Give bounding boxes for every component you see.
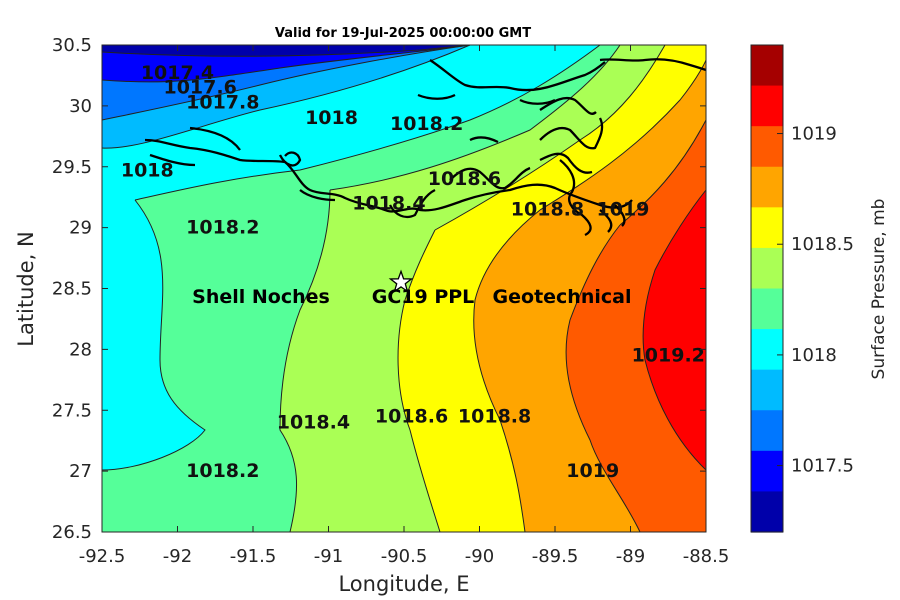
x-axis-ticks: -92.5 -92 -91.5 -91 -90.5 -90 -89.5 -89 -88.5 — [79, 45, 730, 567]
contour-label: 1018.2 — [186, 460, 259, 482]
colorbar-tick-label: 1018 — [791, 345, 837, 366]
colorbar-swatch — [751, 410, 783, 452]
contour-label: 1018.6 — [428, 168, 501, 190]
colorbar-ticks: 1019 1018.5 1018 1017.5 — [777, 124, 854, 477]
y-tick-label: 30 — [69, 96, 92, 117]
colorbar-swatch — [751, 369, 783, 411]
contour-label: 1018.2 — [390, 113, 463, 135]
site-label: Geotechnical — [493, 286, 632, 308]
x-tick-label: -90 — [465, 546, 494, 567]
y-tick-label: 28 — [69, 339, 92, 360]
x-tick-label: -89 — [616, 546, 645, 567]
contour-label: 1018.8 — [458, 405, 531, 427]
colorbar-swatch — [751, 288, 783, 330]
star-icon — [388, 269, 414, 293]
x-axis-label: Longitude, E — [338, 572, 469, 596]
colorbar-swatch — [751, 450, 783, 493]
colorbar-swatch — [751, 329, 783, 371]
contour-label: 1018.4 — [277, 412, 350, 434]
colorbar-swatch — [751, 247, 783, 290]
contour-label: 1019 — [597, 198, 650, 220]
y-tick-label: 29 — [69, 218, 92, 239]
colorbar-swatch — [751, 126, 783, 168]
contour-label: 1017.4 — [141, 62, 214, 84]
contour-label: 1018.8 — [511, 198, 584, 220]
x-tick-label: -91.5 — [230, 546, 277, 567]
figure-title: Valid for 19-Jul-2025 00:00:00 GMT — [275, 26, 531, 41]
x-tick-label: -89.5 — [532, 546, 579, 567]
colorbar — [751, 45, 783, 533]
colorbar-swatch — [751, 491, 783, 533]
colorbar-swatch — [751, 85, 783, 127]
y-axis-ticks: 30.5 30 29.5 29 28.5 28 27.5 27 26.5 — [52, 35, 706, 543]
y-axis-label: Latitude, N — [14, 231, 38, 347]
colorbar-swatch — [751, 166, 783, 208]
contour-label: 1018.2 — [186, 217, 259, 239]
site-label: Shell Noches — [192, 286, 330, 308]
contour-label: 1018.6 — [375, 405, 448, 427]
contour-label: 1019 — [566, 460, 619, 482]
y-tick-label: 28.5 — [52, 279, 92, 300]
colorbar-tick-label: 1018.5 — [791, 234, 854, 255]
x-tick-label: -92.5 — [79, 546, 126, 567]
colorbar-swatch — [751, 45, 783, 87]
colorbar-label: Surface Pressure, mb — [869, 199, 889, 380]
contour-label: 1018 — [121, 159, 174, 181]
band-1018-9 — [566, 120, 706, 532]
y-tick-label: 27 — [69, 461, 92, 482]
coastline — [144, 58, 706, 237]
site-layer: Shell Noches GC19 PPL Geotechnical — [192, 269, 632, 308]
contour-label: 1017.8 — [186, 91, 259, 113]
y-tick-label: 30.5 — [52, 35, 92, 56]
contour-label: 1018.4 — [352, 192, 425, 214]
map-plot-area — [102, 45, 706, 532]
site-label: GC19 PPL — [372, 286, 475, 308]
contour-label: 1018 — [305, 107, 358, 129]
x-tick-label: -88.5 — [683, 546, 730, 567]
y-tick-label: 27.5 — [52, 400, 92, 421]
contour-label: 1019.2 — [632, 345, 705, 367]
y-tick-label: 26.5 — [52, 522, 92, 543]
x-tick-label: -91 — [314, 546, 343, 567]
colorbar-swatch — [751, 207, 783, 249]
x-tick-label: -90.5 — [381, 546, 428, 567]
colorbar-tick-label: 1017.5 — [791, 456, 854, 477]
colorbar-frame — [750, 44, 784, 533]
x-tick-label: -92 — [163, 546, 192, 567]
y-tick-label: 29.5 — [52, 157, 92, 178]
contour-label: 1017.6 — [163, 77, 236, 99]
colorbar-tick-label: 1019 — [791, 124, 837, 145]
